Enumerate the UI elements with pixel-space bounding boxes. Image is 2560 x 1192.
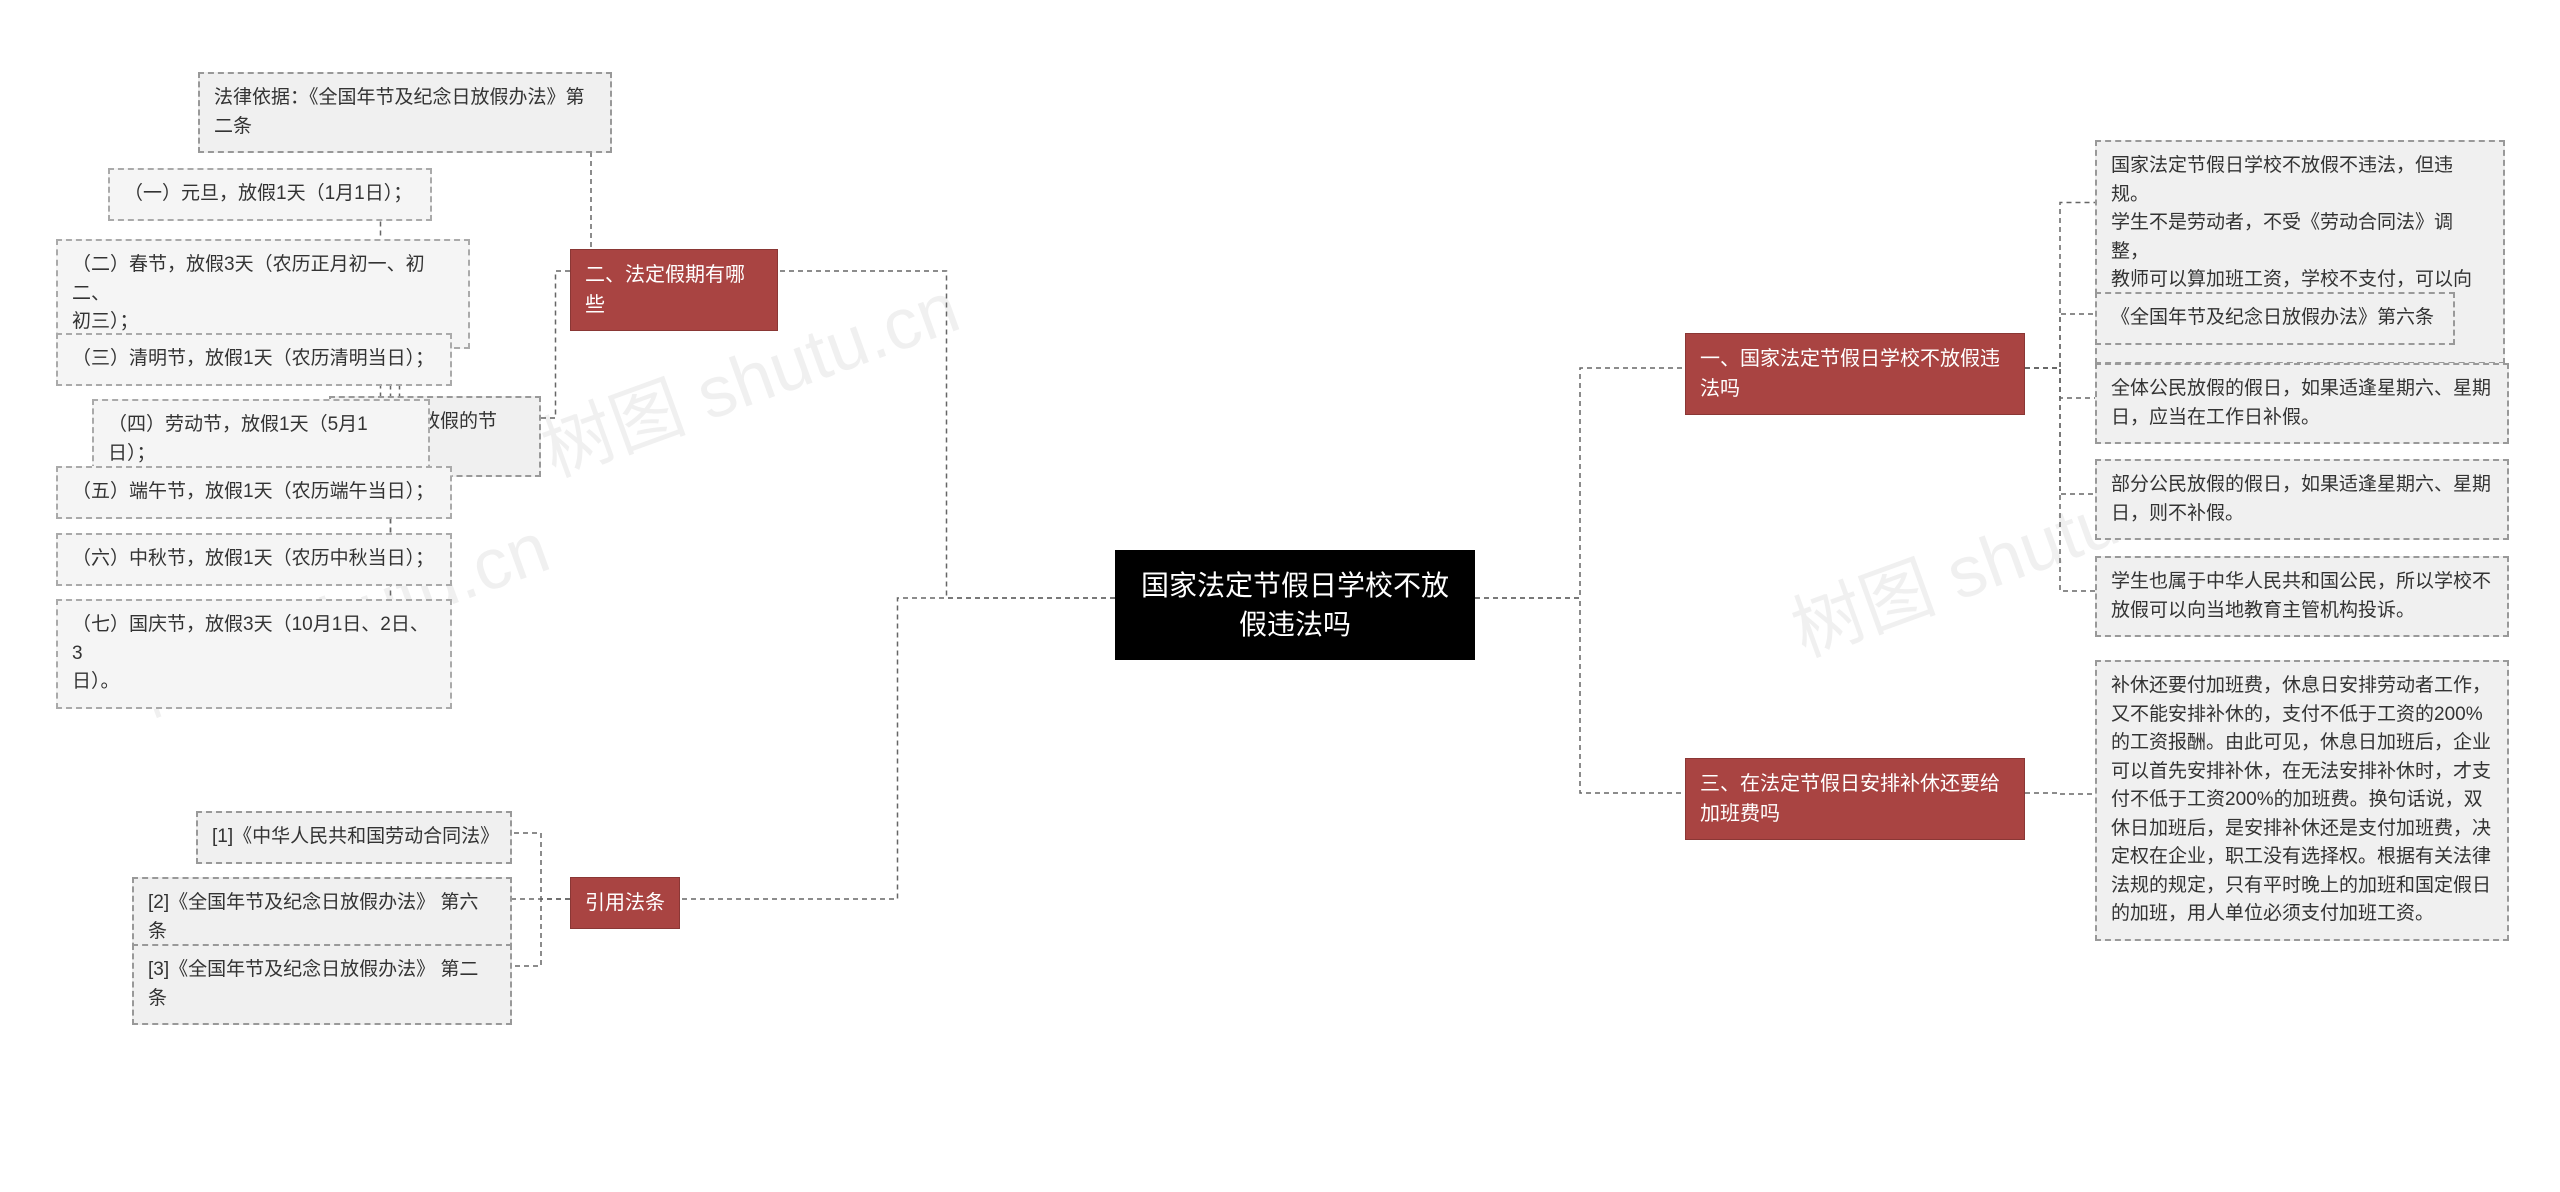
center-node: 国家法定节假日学校不放 假违法吗 [1115, 550, 1475, 660]
sub-node-1-1-4: （五）端午节，放假1天（农历端午当日）； [56, 466, 452, 519]
leaf-node-3-0: [1]《中华人民共和国劳动合同法》 [196, 811, 512, 864]
leaf-node-2-0: 补休还要付加班费，休息日安排劳动者工作， 又不能安排补休的，支付不低于工资的20… [2095, 660, 2509, 941]
mindmap-container: 国家法定节假日学校不放 假违法吗一、国家法定节假日学校不放假违 法吗国家法定节假… [0, 0, 2560, 110]
sub-node-1-1-2: （三）清明节，放假1天（农历清明当日）； [56, 333, 452, 386]
sub-node-1-1-0: （一）元旦，放假1天（1月1日）； [108, 168, 432, 221]
leaf-node-1-0: 法律依据：《全国年节及纪念日放假办法》第 二条 [198, 72, 612, 153]
leaf-node-3-2: [3]《全国年节及纪念日放假办法》 第二条 [132, 944, 512, 1025]
leaf-node-0-2: 全体公民放假的假日，如果适逢星期六、星期 日，应当在工作日补假。 [2095, 363, 2509, 444]
sub-node-1-1-5: （六）中秋节，放假1天（农历中秋当日）； [56, 533, 452, 586]
branch-node-3: 引用法条 [570, 877, 680, 929]
leaf-node-0-4: 学生也属于中华人民共和国公民，所以学校不 放假可以向当地教育主管机构投诉。 [2095, 556, 2509, 637]
sub-node-1-1-6: （七）国庆节，放假3天（10月1日、2日、3 日）。 [56, 599, 452, 709]
branch-node-0: 一、国家法定节假日学校不放假违 法吗 [1685, 333, 2025, 415]
leaf-node-0-3: 部分公民放假的假日，如果适逢星期六、星期 日，则不补假。 [2095, 459, 2509, 540]
branch-node-2: 三、在法定节假日安排补休还要给 加班费吗 [1685, 758, 2025, 840]
branch-node-1: 二、法定假期有哪些 [570, 249, 778, 331]
leaf-node-0-1: 《全国年节及纪念日放假办法》第六条 [2095, 292, 2455, 345]
